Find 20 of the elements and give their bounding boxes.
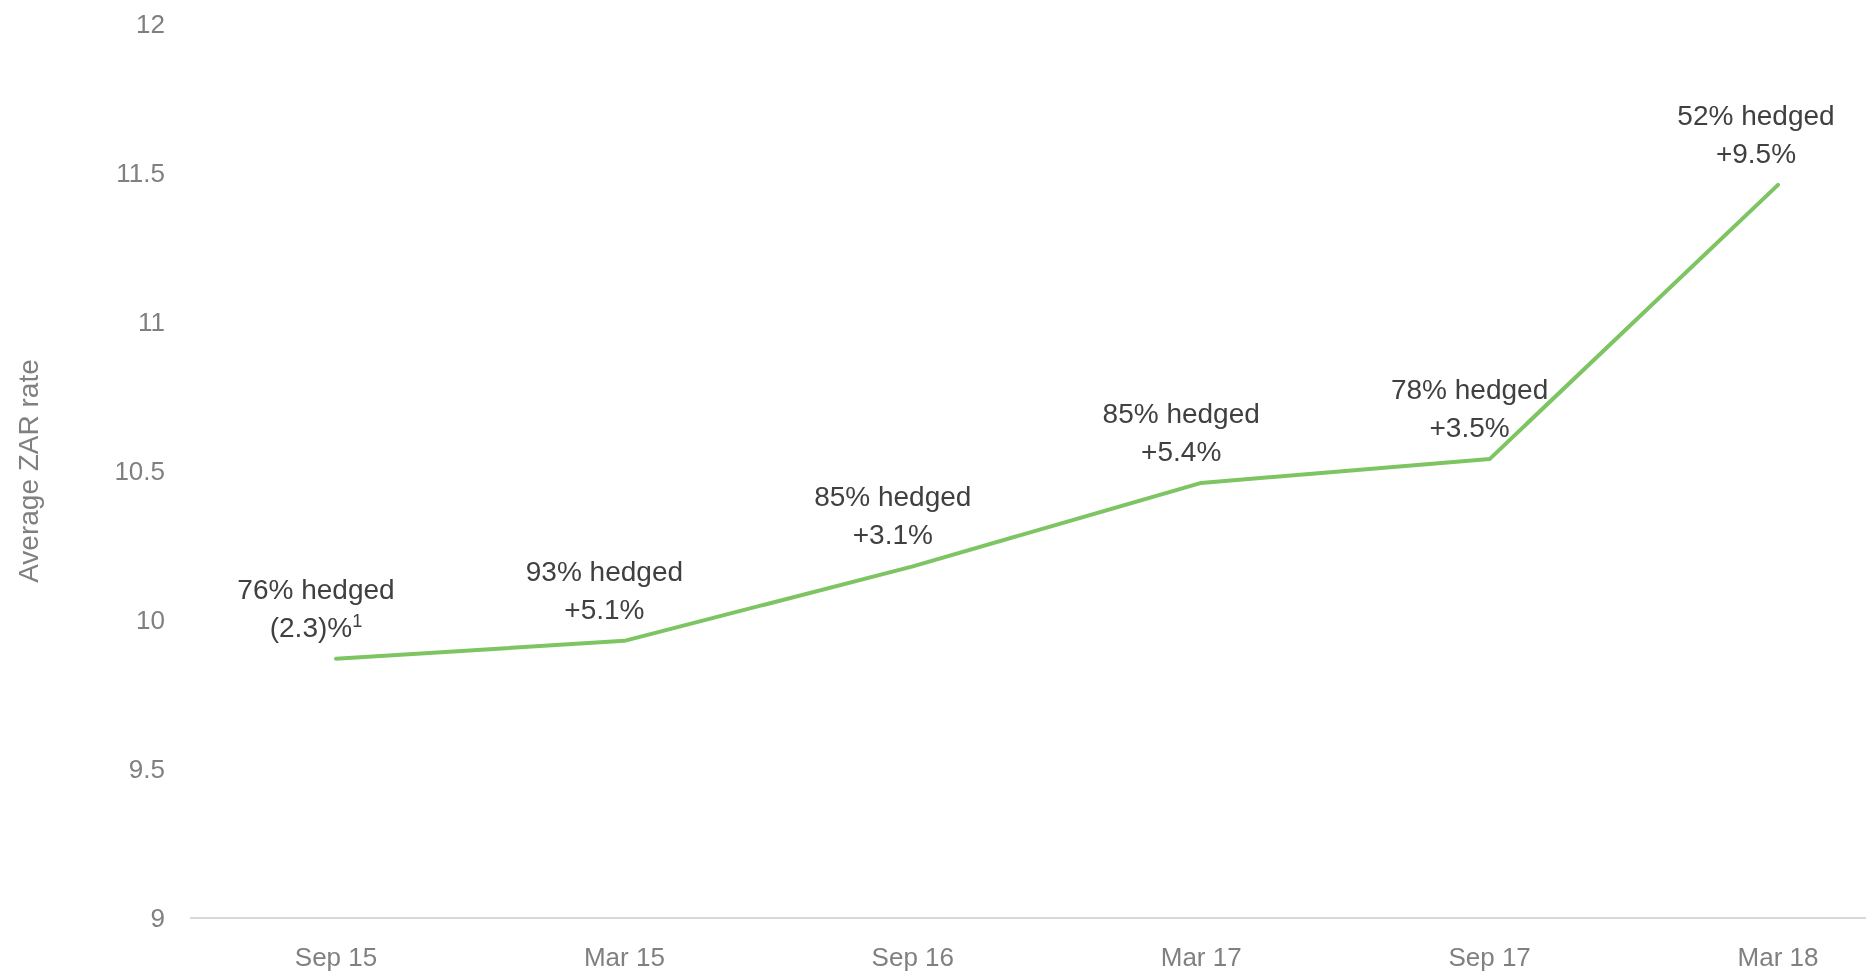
annotation: 85% hedged +5.4% <box>1102 397 1260 467</box>
y-tick-label: 9 <box>150 903 165 934</box>
x-tick-label: Sep 17 <box>1448 942 1531 972</box>
y-tick-label: 9.5 <box>128 754 165 785</box>
annotation: 52% hedged +9.5% <box>1677 99 1835 169</box>
y-axis-title: Average ZAR rate <box>13 359 44 583</box>
annotation: 78% hedged +3.5% <box>1390 374 1549 444</box>
x-tick-label: Sep 16 <box>871 942 954 972</box>
annotation: 85% hedged +3.1% <box>814 481 972 551</box>
annotation: 93% hedged +5.1% <box>525 555 684 625</box>
annotation: 76% hedged (2.3)%$^{1}$ <box>237 573 395 643</box>
y-tick-label: 10 <box>136 605 165 636</box>
x-tick-label: Mar 17 <box>1160 942 1242 972</box>
y-tick-label: 11 <box>138 307 165 338</box>
x-tick-label: Mar 18 <box>1737 942 1819 972</box>
y-tick-label: 10.5 <box>114 456 165 487</box>
y-tick-label: 12 <box>136 9 165 40</box>
y-tick-label: 11.5 <box>116 158 165 189</box>
x-tick-label: Sep 15 <box>294 942 378 972</box>
x-tick-label: Mar 15 <box>583 942 665 972</box>
